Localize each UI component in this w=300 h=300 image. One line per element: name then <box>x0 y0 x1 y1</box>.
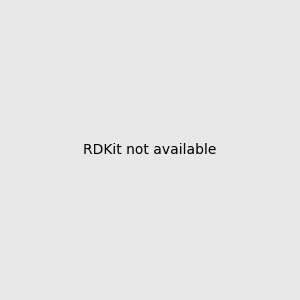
Text: RDKit not available: RDKit not available <box>83 143 217 157</box>
